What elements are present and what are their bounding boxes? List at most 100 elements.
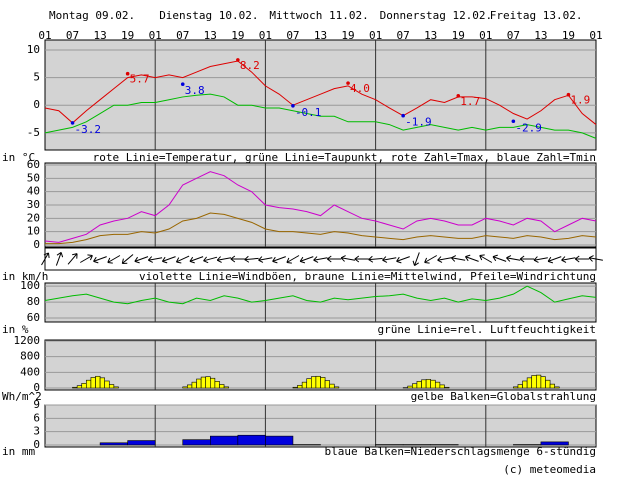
bar xyxy=(265,435,294,446)
bar xyxy=(430,379,436,389)
hour-tick-label: 01 xyxy=(259,29,272,42)
hour-tick-label: 01 xyxy=(38,29,51,42)
series-line xyxy=(44,285,597,305)
bar xyxy=(301,381,308,389)
wind-arrow xyxy=(216,256,232,263)
bar xyxy=(444,386,450,389)
wind-arrow xyxy=(492,254,507,262)
y-tick-label: 10 xyxy=(27,225,40,238)
arrow-head xyxy=(465,254,471,262)
wind-arrow xyxy=(147,256,163,263)
arrow-head xyxy=(574,255,580,263)
wind-arrow xyxy=(506,255,521,262)
arrow-head xyxy=(354,255,360,263)
day-label: Dienstag 10.02. xyxy=(159,9,258,22)
arrow-head xyxy=(396,256,402,264)
panel-caption: rote Linie=Temperatur, grüne Linie=Taupu… xyxy=(93,151,596,164)
arrow-shaft xyxy=(414,252,420,266)
panel-background xyxy=(44,39,597,151)
y-tick-label: 0 xyxy=(33,438,40,451)
arrow-shaft xyxy=(437,257,452,261)
bar xyxy=(540,376,546,389)
bar xyxy=(182,439,211,446)
arrow-head xyxy=(93,256,99,264)
arrow-shaft xyxy=(244,257,259,261)
tmin-label: -1.9 xyxy=(405,116,432,129)
y-tick-label: 60 xyxy=(27,311,40,324)
bar xyxy=(315,375,321,389)
arrow-shaft xyxy=(203,256,218,262)
wind-arrow xyxy=(175,255,190,264)
series-line xyxy=(45,212,597,245)
wind-arrow xyxy=(107,255,121,264)
bar xyxy=(200,376,207,389)
arrow-head xyxy=(492,254,498,262)
panel-caption: grüne Linie=rel. Luftfeuchtigkeit xyxy=(377,323,596,336)
y-tick-label: 6 xyxy=(33,411,40,424)
hour-tick-label: 13 xyxy=(204,29,217,42)
wind-arrow xyxy=(450,255,466,262)
arrow-head xyxy=(43,252,50,258)
arrow-shaft xyxy=(368,257,383,261)
arrow-shaft xyxy=(272,256,286,262)
bar xyxy=(439,384,445,389)
wind-arrow xyxy=(340,255,356,262)
y-tick-label: 80 xyxy=(27,295,40,308)
arrow-head xyxy=(588,255,594,262)
arrow-head xyxy=(533,256,539,263)
day-label: Mittwoch 11.02. xyxy=(269,9,368,22)
wind-arrow xyxy=(588,255,603,262)
y-tick-label: 800 xyxy=(20,350,40,363)
hour-tick-label: 13 xyxy=(424,29,437,42)
y-tick-label: 20 xyxy=(27,211,40,224)
arrow-head xyxy=(121,258,128,264)
arrow-head xyxy=(258,256,264,263)
wind-arrow xyxy=(533,256,548,263)
arrow-shaft xyxy=(80,255,93,263)
wind-arrow xyxy=(561,256,576,263)
arrow-shaft xyxy=(93,256,107,262)
bar xyxy=(311,376,317,389)
bar xyxy=(324,380,330,389)
wind-arrow xyxy=(55,252,64,266)
arrow-shaft xyxy=(176,255,190,263)
y-tick-label: 50 xyxy=(27,171,40,184)
series-line xyxy=(44,60,597,125)
arrow-head xyxy=(107,257,113,264)
hour-tick-label: 01 xyxy=(369,29,382,42)
wind-arrow xyxy=(299,256,314,264)
wind-arrow xyxy=(134,256,149,264)
arrow-head xyxy=(147,256,153,263)
tmin-dot xyxy=(291,103,295,108)
arrow-head xyxy=(134,256,140,264)
wind-arrow xyxy=(424,255,438,264)
arrow-shaft xyxy=(41,252,49,266)
tmax-dot xyxy=(566,92,571,97)
y-tick-label: 60 xyxy=(27,158,40,171)
arrow-head xyxy=(299,256,306,264)
y-tick-label: 1200 xyxy=(14,334,41,347)
bar xyxy=(196,378,202,389)
y-tick-label: 3 xyxy=(33,425,40,438)
bar xyxy=(210,377,216,389)
bar xyxy=(76,385,83,389)
arrow-shaft xyxy=(286,255,300,263)
wind-arrow xyxy=(382,256,397,263)
bar xyxy=(540,441,569,446)
panel-caption: violette Linie=Windböen, braune Linie=Mi… xyxy=(139,270,596,283)
day-label: Montag 09.02. xyxy=(49,9,135,22)
series-line xyxy=(44,93,597,139)
bar xyxy=(99,442,128,446)
tmin-dot xyxy=(180,82,185,87)
y-tick-label: 10 xyxy=(27,43,40,56)
hour-tick-label: 07 xyxy=(507,29,520,42)
arrow-head xyxy=(519,255,525,263)
hour-tick-label: 07 xyxy=(176,29,189,42)
arrow-head xyxy=(189,256,195,264)
unit-label: in km/h xyxy=(2,270,48,283)
hour-tick-label: 01 xyxy=(589,29,602,42)
wind-arrow xyxy=(80,254,93,263)
arrow-shaft xyxy=(313,257,328,261)
arrow-head xyxy=(424,257,430,264)
